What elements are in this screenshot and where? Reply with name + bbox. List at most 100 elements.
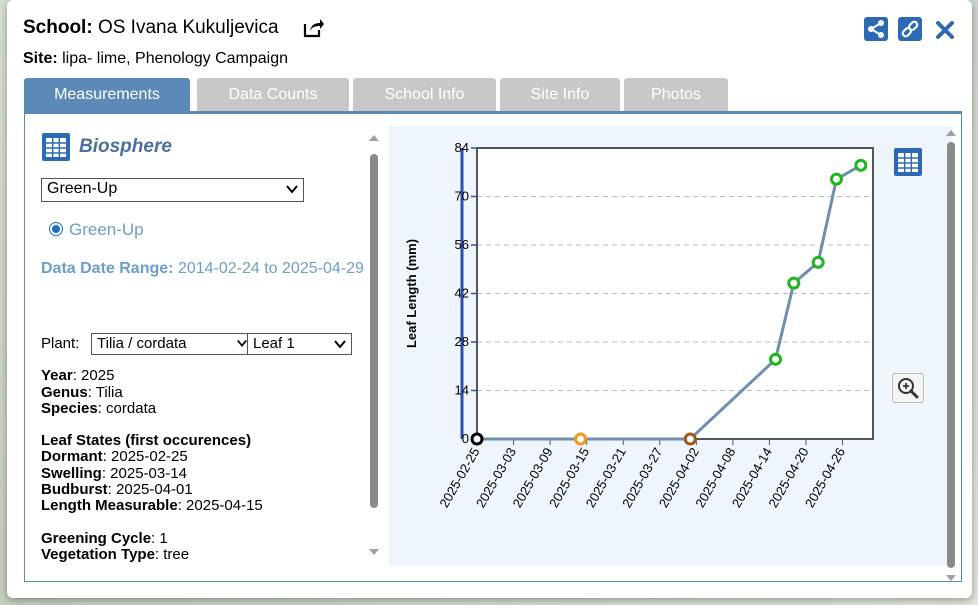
link-icon (901, 20, 919, 38)
swelling-info: Swelling: 2025-03-14 (41, 465, 187, 483)
swelling-label: Swelling (41, 465, 102, 482)
scroll-up-arrow[interactable] (946, 130, 956, 136)
protocol-title: Biosphere (41, 132, 172, 162)
y-tick-label: 70 (455, 189, 469, 204)
greening-cycle-info: Greening Cycle: 1 (41, 530, 168, 548)
chevron-down-icon (334, 340, 346, 349)
length-measurable-label: Length Measurable (41, 497, 178, 514)
data-point-budburst (683, 432, 697, 446)
genus-value: : Tilia (87, 384, 123, 401)
genus-info: Genus: Tilia (41, 384, 123, 402)
zoom-in-icon (898, 378, 919, 399)
chevron-down-icon (237, 339, 247, 347)
protocol-details: Biosphere Green-Up Green-Up Data Date Ra… (41, 128, 371, 564)
vegetation-type-value: : tree (154, 546, 190, 563)
year-label: Year (41, 367, 73, 384)
data-date-range: Data Date Range: 2014-02-24 to 2025-04-2… (41, 256, 366, 282)
vegetation-type-info: Vegetation Type: tree (41, 546, 190, 564)
data-point-dormant (470, 432, 484, 446)
length-measurable-value: : 2025-04-15 (177, 497, 263, 514)
chevron-down-icon (286, 185, 298, 194)
species-info: Species: cordata (41, 400, 157, 418)
genus-label: Genus (41, 384, 88, 401)
tab-site-info[interactable]: Site Info (500, 78, 620, 111)
school-title: School: OS Ivana Kukuljevica (23, 17, 279, 39)
y-tick-label: 14 (455, 383, 469, 398)
greening-cycle-label: Greening Cycle (41, 530, 152, 547)
share-button[interactable] (864, 17, 888, 41)
school-name: OS Ivana Kukuljevica (97, 17, 279, 38)
data-point-length-measurable (854, 158, 868, 172)
protocol-select-value: Green-Up (47, 180, 118, 197)
left-scrollbar[interactable] (368, 128, 380, 558)
site-label: Site: (23, 50, 58, 67)
y-tick-label: 28 (455, 334, 469, 349)
data-point-length-measurable (829, 172, 843, 186)
y-tick-label: 56 (455, 237, 469, 252)
leaf-states-heading-text: Leaf States (first occurences) (41, 432, 252, 449)
close-icon (936, 21, 954, 39)
data-point-swelling (574, 432, 588, 446)
school-popup: School: OS Ivana Kukuljevica Site: lipa-… (7, 0, 972, 598)
leaf-select-value: Leaf 1 (253, 335, 295, 352)
radio-button[interactable] (49, 222, 63, 236)
y-tick-label: 84 (455, 140, 469, 155)
species-label: Species (41, 400, 98, 417)
budburst-info: Budburst: 2025-04-01 (41, 481, 193, 499)
scroll-thumb[interactable] (370, 154, 378, 508)
right-scrollbar[interactable] (945, 128, 957, 584)
plant-select-value: Tilia / cordata (97, 335, 187, 352)
dormant-info: Dormant: 2025-02-25 (41, 448, 188, 466)
table-view-button[interactable] (893, 147, 923, 182)
site-name: lipa- lime, Phenology Campaign (62, 50, 289, 67)
measurements-panel: Biosphere Green-Up Green-Up Data Date Ra… (24, 111, 962, 582)
leaf-states-heading: Leaf States (first occurences) (41, 432, 252, 450)
vegetation-type-label: Vegetation Type (41, 546, 155, 563)
protocol-select[interactable]: Green-Up (41, 178, 304, 202)
budburst-value: : 2025-04-01 (107, 481, 193, 498)
swelling-value: : 2025-03-14 (101, 465, 187, 482)
date-range-value: 2014-02-24 to 2025-04-29 (177, 260, 364, 277)
budburst-label: Budburst (41, 481, 108, 498)
data-point-length-measurable (787, 276, 801, 290)
plant-label: Plant: (41, 335, 80, 352)
school-label: School: (23, 17, 93, 38)
greening-cycle-value: : 1 (151, 530, 168, 547)
table-icon[interactable] (41, 132, 71, 162)
date-range-label: Data Date Range: (41, 260, 174, 277)
plant-select[interactable]: Tilia / cordata (91, 333, 248, 355)
table-icon (894, 148, 922, 176)
close-button[interactable] (934, 19, 956, 41)
chart-area: 0 14 28 42 56 70 84 2025-02-25 2025-03-03 2025-0… (389, 126, 953, 566)
scroll-thumb[interactable] (947, 142, 955, 568)
scroll-up-arrow[interactable] (369, 135, 379, 141)
dormant-label: Dormant (41, 448, 103, 465)
data-point-length-measurable (811, 255, 825, 269)
tab-data-counts[interactable]: Data Counts (197, 78, 349, 111)
y-tick-label: 0 (462, 431, 469, 446)
share-icon (868, 20, 884, 38)
species-value: : cordata (97, 400, 157, 417)
zoom-button[interactable] (892, 373, 924, 403)
radio-label: Green-Up (69, 220, 144, 239)
series-line (477, 164, 862, 441)
length-measurable-info: Length Measurable: 2025-04-15 (41, 497, 263, 515)
leaf-select[interactable]: Leaf 1 (247, 333, 352, 355)
tab-photos[interactable]: Photos (624, 78, 728, 111)
year-info: Year: 2025 (41, 367, 115, 385)
y-axis-label: Leaf Length (mm) (404, 239, 419, 348)
year-value: : 2025 (72, 367, 115, 384)
site-line: Site: lipa- lime, Phenology Campaign (23, 50, 288, 68)
data-point-length-measurable (769, 352, 783, 366)
external-link-icon[interactable] (303, 18, 325, 43)
y-tick-label: 42 (455, 286, 469, 301)
scroll-down-arrow[interactable] (369, 549, 379, 555)
tab-measurements[interactable]: Measurements (24, 78, 190, 111)
protocol-title-text: Biosphere (79, 136, 172, 157)
dormant-value: : 2025-02-25 (102, 448, 188, 465)
scroll-down-arrow[interactable] (946, 575, 956, 581)
link-button[interactable] (898, 17, 922, 41)
tab-school-info[interactable]: School Info (353, 78, 496, 111)
green-up-radio[interactable]: Green-Up (49, 220, 144, 240)
